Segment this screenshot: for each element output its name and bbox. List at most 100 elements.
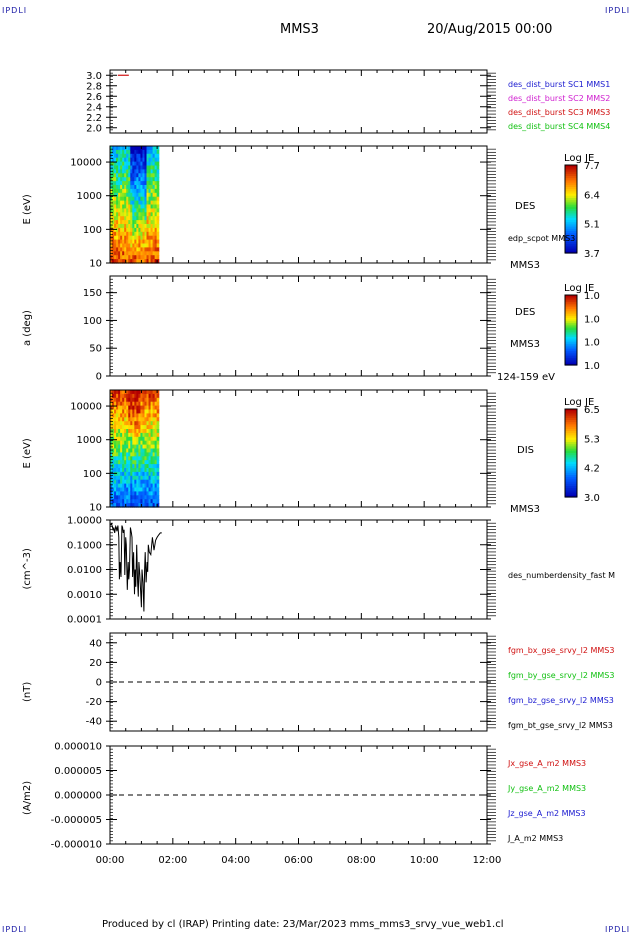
- spectrogram-cell: [132, 153, 135, 159]
- spectrogram-cell: [126, 149, 129, 155]
- spectrogram-cell: [154, 161, 158, 167]
- spectrogram-cell: [130, 471, 133, 477]
- spectrogram-cell: [150, 448, 154, 453]
- spectrogram-cell: [138, 200, 142, 206]
- spectrogram-cell: [134, 239, 137, 245]
- spectrogram-cell: [134, 247, 137, 252]
- spectrogram-cell: [128, 448, 131, 453]
- corner-label-bottom-right: IPDLI: [605, 925, 630, 934]
- spectrogram-cell: [146, 452, 150, 457]
- spectrogram-cell: [150, 464, 154, 469]
- spectrogram-cell: [156, 460, 160, 465]
- spectrogram-cell: [148, 448, 152, 453]
- spectrogram-cell: [142, 177, 146, 182]
- spectrogram-cell: [122, 153, 125, 159]
- spectrogram-cell: [126, 239, 129, 245]
- spectrogram-cell: [132, 259, 135, 264]
- corner-label-top-left: IPDLI: [2, 6, 28, 15]
- spectrogram-cell: [142, 212, 146, 217]
- spectrogram-cell: [132, 452, 135, 457]
- legend-entry: des_dist_burst SC2 MMS2: [508, 94, 610, 103]
- spectrogram-cell: [122, 243, 125, 248]
- colorbar-segment: [565, 228, 577, 232]
- y-tick-label: 1.0000: [67, 516, 102, 527]
- spectrogram-cell: [110, 503, 113, 508]
- spectrogram-cell: [124, 157, 127, 163]
- spectrogram-cell: [144, 409, 148, 414]
- spectrogram-cell: [142, 181, 146, 186]
- spectrogram-cell: [144, 487, 148, 492]
- colorbar-segment: [565, 237, 577, 241]
- spectrogram-cell: [124, 196, 127, 202]
- spectrogram-cell: [110, 157, 113, 163]
- spectrogram-cell: [116, 421, 119, 426]
- spectrogram-cell: [112, 425, 115, 430]
- spectrogram-cell: [150, 259, 154, 264]
- spectrogram-cell: [116, 468, 119, 473]
- spectrogram-cell: [138, 173, 142, 178]
- spectrogram-cell: [138, 452, 142, 457]
- spectrogram-cell: [120, 208, 123, 213]
- spectrogram-cell: [116, 212, 119, 217]
- spectrogram-cell: [116, 487, 119, 492]
- spectrogram-cell: [126, 161, 129, 167]
- colorbar-segment: [565, 448, 577, 452]
- spectrogram-cell: [118, 247, 121, 252]
- spectrogram-cell: [146, 471, 150, 477]
- colorbar-segment: [565, 180, 577, 184]
- spectrogram-cell: [144, 413, 148, 418]
- spectrogram-cell: [142, 196, 146, 202]
- spectrogram-cell: [150, 483, 154, 489]
- spectrogram-cell: [146, 235, 150, 241]
- colorbar-segment: [565, 209, 577, 212]
- spectrogram-cell: [152, 401, 156, 407]
- spectrogram-cell: [152, 200, 156, 206]
- spectrogram-cell: [120, 452, 123, 457]
- spectrogram-cell: [156, 161, 160, 167]
- spectrogram-cell: [148, 231, 152, 237]
- spectrogram-cell: [156, 471, 160, 477]
- spectrogram-cell: [156, 432, 160, 438]
- spectrogram-cell: [116, 460, 119, 465]
- spectrogram-cell: [130, 440, 133, 446]
- spectrogram-cell: [148, 393, 152, 399]
- spectrogram-cell: [150, 192, 154, 198]
- spectrogram-cell: [110, 436, 113, 442]
- spectrogram-cell: [134, 161, 137, 167]
- spectrogram-cell: [140, 452, 144, 457]
- spectrogram-cell: [150, 397, 154, 403]
- spectrogram-cell: [146, 483, 150, 489]
- spectrogram-cell: [156, 208, 160, 213]
- spectrogram-cell: [114, 231, 117, 237]
- spectrogram-cell: [116, 220, 119, 225]
- spectrogram-cell: [118, 487, 121, 492]
- spectrogram-cell: [124, 495, 127, 500]
- spectrogram-cell: [130, 259, 133, 264]
- x-tick-label: 04:00: [221, 855, 250, 866]
- spectrogram-cell: [140, 425, 144, 430]
- spectrogram-cell: [136, 216, 140, 221]
- spectrogram-cell: [132, 483, 135, 489]
- legend-entry: fgm_bt_gse_srvy_l2 MMS3: [508, 721, 613, 730]
- spectrogram-cell: [112, 444, 115, 450]
- spectrogram-cell: [150, 421, 154, 426]
- spectrogram-cell: [126, 208, 129, 213]
- spectrogram-cell: [114, 390, 117, 395]
- spectrogram-cell: [144, 204, 148, 209]
- spectrogram-cell: [146, 401, 150, 407]
- spectrogram-cell: [154, 413, 158, 418]
- spectrogram-cell: [118, 196, 121, 202]
- spectrogram-cell: [118, 456, 121, 461]
- spectrogram-cell: [112, 487, 115, 492]
- spectrogram-cell: [128, 173, 131, 178]
- colorbar-segment: [565, 193, 577, 197]
- spectrogram-cell: [156, 255, 160, 260]
- spectrogram-cell: [150, 251, 154, 256]
- spectrogram-cell: [114, 161, 117, 167]
- spectrogram-cell: [122, 200, 125, 206]
- spectrogram-cell: [118, 503, 121, 508]
- spectrogram-cell: [112, 227, 115, 233]
- spectrogram-cell: [118, 220, 121, 225]
- spectrogram-cell: [154, 216, 158, 221]
- spectrogram-cell: [150, 185, 154, 190]
